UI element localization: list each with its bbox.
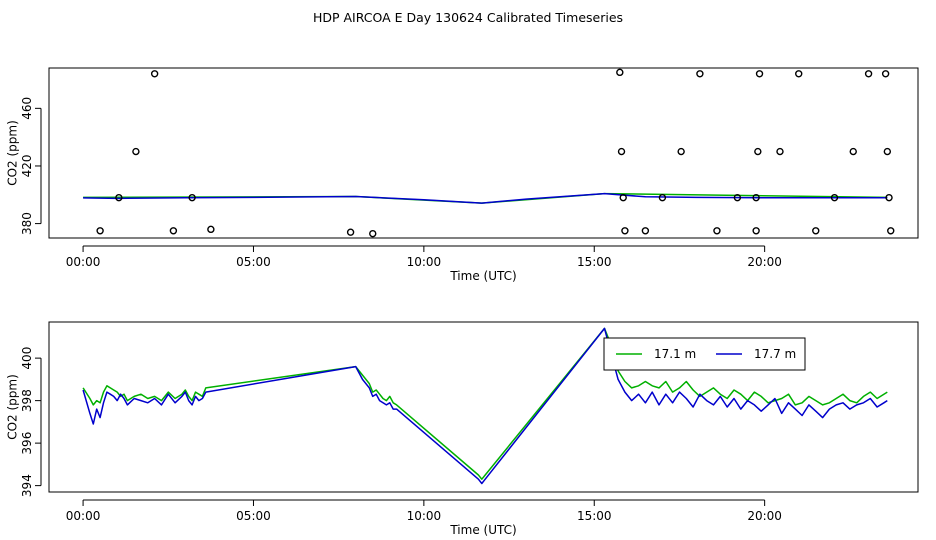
data-point (188, 193, 196, 202)
data-point (864, 70, 873, 78)
data-point (752, 193, 760, 202)
legend-label: 17.1 m (654, 347, 696, 361)
y-tick-label: 394 (20, 474, 34, 497)
data-point (713, 227, 721, 235)
series-line-1 (82, 327, 888, 485)
data-point (755, 70, 764, 78)
x-tick-label: 10:00 (407, 255, 442, 269)
data-point (169, 227, 178, 235)
data-point (621, 227, 629, 235)
data-point (115, 193, 123, 202)
data-point (849, 147, 857, 156)
x-tick-label: 15:00 (577, 255, 612, 269)
figure-title: HDP AIRCOA E Day 130624 Calibrated Times… (313, 10, 623, 25)
data-point (887, 227, 895, 235)
x-tick-label: 20:00 (747, 509, 782, 523)
data-point (752, 227, 760, 235)
x-tick-label: 15:00 (577, 509, 612, 523)
data-point (616, 68, 624, 77)
data-point (881, 70, 890, 78)
x-axis-title: Time (UTC) (449, 523, 516, 537)
upper-panel: 00:00 05:00 10:00 15:00 20:00 Time (UTC) 380 42… (6, 67, 919, 283)
x-tick-label: 05:00 (236, 509, 271, 523)
data-point (96, 227, 104, 235)
lower-panel: 00:00 05:00 10:00 15:00 20:00 Time (UTC) 394 39… (6, 321, 919, 537)
data-point (346, 228, 355, 236)
legend: 17.1 m 17.7 m (603, 337, 806, 371)
data-point (812, 227, 820, 235)
y-tick-label: 396 (20, 432, 34, 455)
plot-frame (48, 67, 919, 239)
y-tick-label: 398 (20, 389, 34, 412)
data-point (795, 70, 803, 78)
series-line-1 (83, 192, 888, 204)
x-tick-label: 05:00 (236, 255, 271, 269)
data-point (830, 193, 839, 202)
y-axis-title: CO2 (ppm) (6, 374, 20, 440)
x-tick-label: 00:00 (66, 509, 101, 523)
legend-label: 17.7 m (754, 347, 796, 361)
data-point (658, 193, 667, 202)
y-tick-label: 380 (20, 212, 34, 235)
y-tick-label: 460 (20, 97, 34, 120)
data-point (617, 147, 626, 156)
y-tick-label: 420 (20, 155, 34, 178)
data-point (776, 147, 784, 156)
plot-frame (48, 321, 919, 493)
y-axis-title: CO2 (ppm) (6, 120, 20, 186)
data-point (641, 227, 650, 235)
data-point (132, 147, 140, 156)
data-point (677, 147, 685, 156)
x-tick-label: 00:00 (66, 255, 101, 269)
data-point (885, 193, 893, 202)
data-point (369, 229, 377, 238)
data-point (883, 147, 892, 156)
data-point (733, 193, 742, 202)
x-tick-label: 20:00 (747, 255, 782, 269)
data-point (619, 193, 627, 202)
x-axis-title: Time (UTC) (449, 269, 516, 283)
data-point (696, 70, 704, 78)
data-point (207, 225, 215, 234)
y-tick-label: 400 (20, 347, 34, 370)
data-point (754, 147, 762, 156)
x-tick-label: 10:00 (407, 509, 442, 523)
data-point (150, 70, 159, 78)
